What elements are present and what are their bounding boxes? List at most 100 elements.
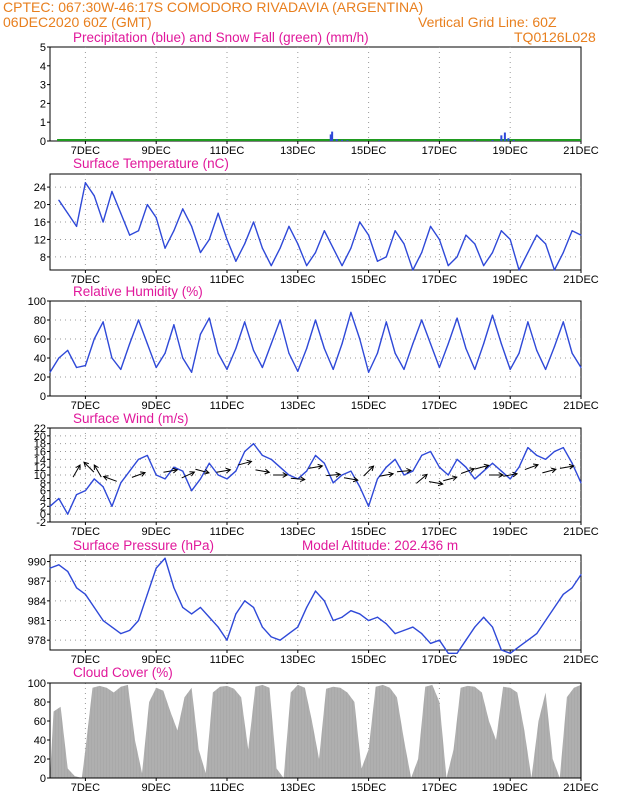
wind-vector	[524, 464, 539, 471]
wind-vector	[72, 464, 81, 478]
pressure-point	[580, 574, 582, 576]
run-date: 06DEC2020 60Z (GMT)	[3, 14, 152, 30]
temp-point	[483, 265, 485, 267]
precip-xtick-label: 21DEC	[563, 145, 599, 157]
temp-point	[421, 251, 423, 254]
model-code: TQ0126L028	[514, 29, 596, 45]
rh-point	[58, 357, 60, 359]
wind-ytick-label: 16	[34, 447, 46, 459]
wind-point	[385, 466, 387, 468]
temp-point	[474, 243, 476, 245]
temp-xtick-label: 7DEC	[71, 274, 100, 286]
pressure-point	[491, 626, 494, 628]
wind-point	[137, 458, 140, 460]
temp-xtick-label: 17DEC	[422, 274, 458, 286]
rh-ytick-label: 80	[34, 315, 46, 327]
header: CPTEC: 067:30W-46:17S COMODORO RIVADAVIA…	[0, 0, 618, 48]
wind-xtick-label: 13DEC	[280, 526, 316, 538]
rh-xtick-label: 21DEC	[563, 400, 599, 412]
pressure-point	[146, 593, 148, 595]
temp-point	[261, 247, 263, 249]
wind-point	[261, 454, 263, 457]
wind-point	[562, 446, 564, 449]
precip-bar	[500, 135, 503, 141]
temp-point	[297, 243, 299, 245]
wind-vector-head	[299, 476, 306, 482]
rh-point	[394, 352, 396, 354]
rh-point	[93, 338, 95, 340]
wind-vector-head	[483, 463, 490, 470]
wind-vector-head	[469, 467, 476, 473]
temp-point	[235, 260, 237, 262]
pressure-point	[306, 606, 308, 609]
pressure-ytick-label: 978	[28, 635, 46, 647]
wind-vector-head	[317, 463, 324, 470]
wind-point	[474, 478, 476, 480]
temp-xtick-label: 11DEC	[210, 274, 245, 286]
wind-point	[483, 470, 485, 472]
wind-point	[84, 490, 86, 492]
precip-ytick-label: 2	[40, 98, 46, 110]
rh-point	[84, 365, 86, 367]
rh-point	[545, 368, 547, 370]
pressure-ytick-label: 981	[28, 616, 46, 628]
pressure-point	[129, 629, 131, 631]
rh-point	[314, 319, 317, 321]
wind-vector-head	[335, 471, 342, 478]
pressure-point	[199, 606, 202, 609]
temp-point	[111, 190, 113, 193]
rh-xtick-label: 11DEC	[210, 400, 245, 412]
wind-point	[447, 474, 449, 476]
pressure-point	[403, 629, 405, 631]
wind-title: Surface Wind (m/s)	[73, 411, 189, 426]
pressure-ytick-label: 990	[28, 557, 46, 569]
wind-vector	[326, 473, 341, 477]
wind-ytick-label: 12	[34, 462, 46, 474]
pressure-point	[102, 619, 104, 622]
temp-title: Surface Temperature (nC)	[73, 156, 229, 171]
precip-bar	[335, 139, 338, 141]
precip-bar	[341, 139, 344, 141]
temp-point	[394, 230, 396, 232]
wind-vector-head	[93, 464, 99, 471]
temp-point	[376, 260, 379, 262]
pressure-xtick-label: 7DEC	[71, 654, 100, 666]
rh-point	[261, 366, 263, 369]
cloud-frame-top	[49, 682, 582, 779]
rh-point	[191, 371, 193, 373]
temp-panel: Surface Temperature (nC) 8 12 16 20 24 7DEC 9DE…	[34, 156, 599, 286]
precip-bar	[507, 138, 510, 141]
rh-panel: Relative Humidity (%) 0 20 40 60 80 100 7DEC 9DE…	[28, 284, 599, 412]
temp-point	[359, 221, 361, 223]
pressure-point	[456, 652, 458, 654]
wind-vector-head	[246, 459, 253, 466]
pressure-point	[341, 616, 343, 618]
temp-point	[368, 234, 370, 236]
precip-bar	[331, 131, 334, 141]
wind-point	[208, 462, 210, 464]
temp-point	[164, 247, 166, 249]
rh-ytick-label: 100	[28, 296, 46, 308]
rh-point	[509, 368, 511, 370]
cloud-ytick-label: 0	[40, 773, 46, 785]
wind-vector	[343, 477, 358, 481]
precip-xtick-label: 11DEC	[210, 145, 245, 157]
pressure-point	[182, 606, 184, 609]
wind-ytick-label: 10	[34, 470, 46, 482]
wind-point	[412, 470, 414, 472]
precip-bar	[503, 132, 506, 141]
rh-point	[111, 357, 113, 359]
temp-point	[456, 256, 458, 258]
rh-point	[67, 349, 69, 351]
temp-point	[75, 225, 78, 227]
wind-vector	[131, 472, 146, 478]
rh-xtick-label: 13DEC	[280, 400, 316, 412]
pressure-point	[536, 633, 538, 635]
precip-xtick-label: 19DEC	[492, 145, 528, 157]
wind-point	[359, 486, 361, 488]
wind-point	[102, 486, 104, 488]
wind-point	[288, 474, 290, 476]
temp-point	[429, 225, 432, 227]
wind-point	[527, 446, 529, 449]
wind-point	[164, 478, 166, 480]
